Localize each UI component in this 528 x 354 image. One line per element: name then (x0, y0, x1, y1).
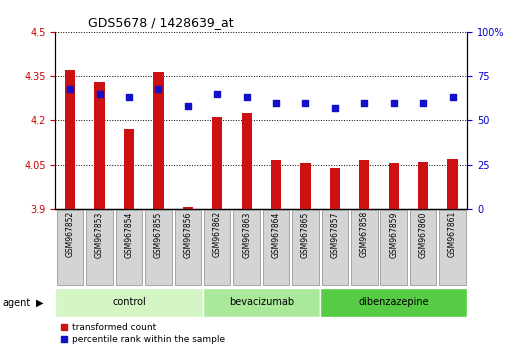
Bar (153, 72, 164, 209)
Point (272, 100, 280, 105)
Text: GSM967858: GSM967858 (360, 211, 369, 257)
FancyBboxPatch shape (293, 210, 319, 285)
Bar (447, 159, 458, 209)
Text: GSM967861: GSM967861 (448, 211, 457, 257)
Text: GSM967854: GSM967854 (125, 211, 134, 258)
FancyBboxPatch shape (204, 210, 230, 285)
Text: control: control (112, 297, 146, 307)
Text: GSM967865: GSM967865 (301, 211, 310, 258)
Text: GSM967855: GSM967855 (154, 211, 163, 258)
Point (301, 100, 310, 105)
FancyBboxPatch shape (55, 288, 203, 317)
Text: GSM967863: GSM967863 (242, 211, 251, 258)
FancyBboxPatch shape (145, 210, 172, 285)
FancyBboxPatch shape (322, 210, 348, 285)
Bar (65, 70, 76, 209)
FancyBboxPatch shape (57, 210, 83, 285)
Point (390, 100, 398, 105)
Bar (212, 118, 222, 209)
Point (184, 103, 192, 109)
Bar (95, 82, 105, 209)
Bar (300, 163, 310, 209)
Bar (271, 160, 281, 209)
FancyBboxPatch shape (439, 210, 466, 285)
Text: bevacizumab: bevacizumab (229, 297, 294, 307)
Point (96, 91, 104, 97)
Text: GSM967856: GSM967856 (183, 211, 192, 258)
FancyBboxPatch shape (381, 210, 407, 285)
FancyBboxPatch shape (233, 210, 260, 285)
Text: GSM967852: GSM967852 (65, 211, 74, 257)
Point (213, 91, 221, 97)
Text: GSM967853: GSM967853 (95, 211, 104, 258)
Point (448, 95, 457, 100)
Point (125, 95, 133, 100)
Text: GDS5678 / 1428639_at: GDS5678 / 1428639_at (88, 16, 234, 29)
FancyBboxPatch shape (410, 210, 436, 285)
Text: GSM967864: GSM967864 (271, 211, 280, 258)
Point (66, 86, 74, 91)
Text: GSM967860: GSM967860 (419, 211, 428, 258)
Bar (389, 163, 399, 209)
Text: dibenzazepine: dibenzazepine (359, 297, 429, 307)
Text: GSM967857: GSM967857 (331, 211, 340, 258)
Bar (124, 129, 134, 209)
Text: ▶: ▶ (36, 298, 43, 308)
FancyBboxPatch shape (87, 210, 113, 285)
FancyBboxPatch shape (263, 210, 289, 285)
FancyBboxPatch shape (116, 210, 142, 285)
FancyBboxPatch shape (351, 210, 378, 285)
Bar (241, 113, 252, 209)
Text: GSM967859: GSM967859 (389, 211, 398, 258)
Text: GSM967862: GSM967862 (213, 211, 222, 257)
Text: agent: agent (3, 298, 31, 308)
FancyBboxPatch shape (320, 288, 467, 317)
Bar (418, 162, 428, 209)
FancyBboxPatch shape (175, 210, 201, 285)
Point (360, 100, 369, 105)
Legend: transformed count, percentile rank within the sample: transformed count, percentile rank withi… (60, 323, 225, 344)
Point (419, 100, 427, 105)
Bar (330, 167, 340, 209)
FancyBboxPatch shape (203, 288, 320, 317)
Bar (183, 207, 193, 209)
Point (154, 86, 163, 91)
Point (242, 95, 251, 100)
Bar (359, 160, 370, 209)
Point (331, 105, 339, 111)
